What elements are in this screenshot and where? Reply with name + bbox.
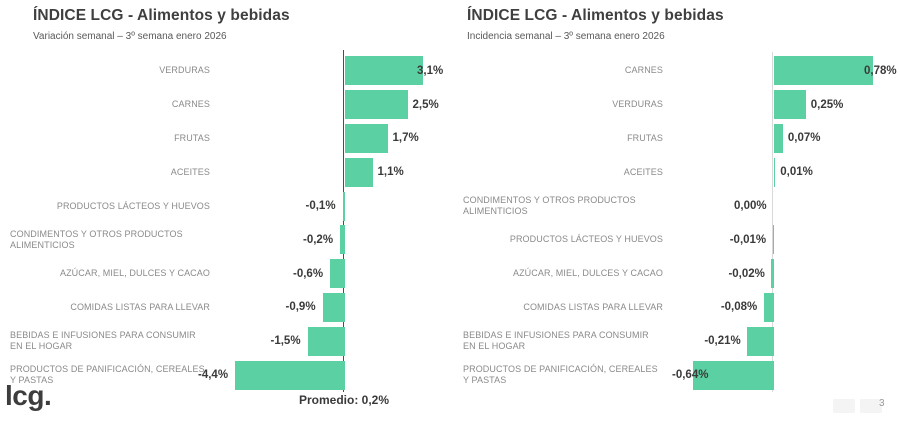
bar-row: AZÚCAR, MIEL, DULCES Y CACAO -0,02% <box>450 257 900 291</box>
bar-row: VERDURAS 0,25% <box>450 88 900 122</box>
value-label: -0,08% <box>720 301 758 314</box>
average-annotation: Promedio: 0,2% <box>298 393 390 407</box>
bar <box>307 326 345 356</box>
value-label: 0,25% <box>810 98 844 111</box>
bar <box>330 259 345 289</box>
bar <box>774 123 783 153</box>
bar-row: FRUTAS 0,07% <box>450 122 900 156</box>
category-label: COMIDAS LISTAS PARA LLEVAR <box>70 301 210 312</box>
category-label: PRODUCTOS LÁCTEOS Y HUEVOS <box>56 200 210 211</box>
bar <box>345 90 408 120</box>
bar <box>774 90 806 120</box>
category-label: CONDIMENTOS Y OTROS PRODUCTOS ALIMENTICI… <box>10 228 183 250</box>
bar-row: FRUTAS 1,7% <box>0 122 450 156</box>
category-label: CARNES <box>624 65 663 76</box>
bar-row: CARNES 2,5% <box>0 88 450 122</box>
chart-variacion-semanal: ÍNDICE LCG - Alimentos y bebidas Variaci… <box>0 7 450 407</box>
bar <box>345 157 373 187</box>
value-label: -0,6% <box>293 267 324 280</box>
bar-row: VERDURAS 3,1% <box>0 54 450 88</box>
value-label: -0,2% <box>303 233 334 246</box>
bar <box>322 292 345 322</box>
value-label: -0,21% <box>704 335 741 348</box>
bar <box>747 326 774 356</box>
bar <box>345 123 388 153</box>
bar-row: ACEITES 0,01% <box>450 155 900 189</box>
bar-row: ACEITES 1,1% <box>0 155 450 189</box>
bar <box>342 191 345 221</box>
bar <box>345 56 423 86</box>
category-label: PRODUCTOS LÁCTEOS Y HUEVOS <box>509 234 663 245</box>
category-label: BEBIDAS E INFUSIONES PARA CONSUMIR EN EL… <box>463 330 649 352</box>
bar-row: CARNES 0,78% <box>450 54 900 88</box>
zero-axis-line <box>772 52 773 392</box>
bar <box>774 157 776 187</box>
value-label: 0,01% <box>780 166 813 179</box>
value-label: 1,1% <box>377 166 404 179</box>
category-label: FRUTAS <box>174 132 210 143</box>
value-label: 3,1% <box>417 64 444 77</box>
category-label: CONDIMENTOS Y OTROS PRODUCTOS ALIMENTICI… <box>463 195 636 217</box>
category-label: VERDURAS <box>612 99 663 110</box>
bar-row: PRODUCTOS DE PANIFICACIÓN, CEREALES Y PA… <box>0 358 450 392</box>
bar <box>771 259 774 289</box>
category-label: FRUTAS <box>627 132 663 143</box>
value-label: 0,78% <box>864 64 897 77</box>
bar <box>774 56 874 86</box>
category-label: PRODUCTOS DE PANIFICACIÓN, CEREALES Y PA… <box>10 364 205 386</box>
value-label: -0,1% <box>305 200 336 213</box>
category-label: ACEITES <box>170 166 210 177</box>
lcg-logo: lcg. <box>5 380 52 411</box>
bar-row: COMIDAS LISTAS PARA LLEVAR -0,9% <box>0 291 450 325</box>
bar-rows: VERDURAS 3,1% CARNES 2,5% FRUTAS 1,7% ACEITES 1… <box>0 54 450 392</box>
bar-row: BEBIDAS E INFUSIONES PARA CONSUMIR EN EL… <box>450 324 900 358</box>
bar-row: PRODUCTOS DE PANIFICACIÓN, CEREALES Y PA… <box>450 358 900 392</box>
category-label: ACEITES <box>623 166 663 177</box>
category-label: COMIDAS LISTAS PARA LLEVAR <box>523 301 663 312</box>
bar-row: AZÚCAR, MIEL, DULCES Y CACAO -0,6% <box>0 257 450 291</box>
value-label: -4,4% <box>198 369 229 382</box>
bar-row: CONDIMENTOS Y OTROS PRODUCTOS ALIMENTICI… <box>450 189 900 223</box>
bar-row: PRODUCTOS LÁCTEOS Y HUEVOS -0,1% <box>0 189 450 223</box>
watermark-box <box>860 399 882 413</box>
bar <box>772 225 774 255</box>
value-label: 1,7% <box>392 132 419 145</box>
category-label: PRODUCTOS DE PANIFICACIÓN, CEREALES Y PA… <box>463 364 658 386</box>
value-label: -0,01% <box>729 233 767 246</box>
bar-row: CONDIMENTOS Y OTROS PRODUCTOS ALIMENTICI… <box>0 223 450 257</box>
bar-row: BEBIDAS E INFUSIONES PARA CONSUMIR EN EL… <box>0 324 450 358</box>
page-number: 3 <box>879 398 885 409</box>
value-label: 0,00% <box>734 200 767 213</box>
bar <box>235 360 345 390</box>
bar-row: COMIDAS LISTAS PARA LLEVAR -0,08% <box>450 291 900 325</box>
chart-title: ÍNDICE LCG - Alimentos y bebidas <box>33 7 290 24</box>
chart-incidencia-semanal: ÍNDICE LCG - Alimentos y bebidas Inciden… <box>450 0 900 425</box>
bar <box>340 225 345 255</box>
value-label: -0,64% <box>672 369 709 382</box>
chart-subtitle: Variación semanal – 3º semana enero 2026 <box>33 31 227 42</box>
bar <box>763 292 774 322</box>
chart-subtitle: Incidencia semanal – 3º semana enero 202… <box>467 31 665 42</box>
bar-rows: CARNES 0,78% VERDURAS 0,25% FRUTAS 0,07% ACEIT… <box>450 0 900 425</box>
category-label: AZÚCAR, MIEL, DULCES Y CACAO <box>59 268 210 279</box>
bar-row: PRODUCTOS LÁCTEOS Y HUEVOS -0,01% <box>450 223 900 257</box>
watermark-box <box>833 399 855 413</box>
value-label: 0,07% <box>787 132 821 145</box>
value-label: 2,5% <box>412 98 439 111</box>
value-label: -0,9% <box>285 301 316 314</box>
zero-axis-line <box>343 50 344 392</box>
value-label: -0,02% <box>728 267 765 280</box>
value-label: -1,5% <box>270 335 301 348</box>
category-label: AZÚCAR, MIEL, DULCES Y CACAO <box>512 268 663 279</box>
category-label: VERDURAS <box>159 65 210 76</box>
category-label: BEBIDAS E INFUSIONES PARA CONSUMIR EN EL… <box>10 330 196 352</box>
chart-title: ÍNDICE LCG - Alimentos y bebidas <box>467 7 724 24</box>
bar <box>692 360 774 390</box>
category-label: CARNES <box>171 99 210 110</box>
